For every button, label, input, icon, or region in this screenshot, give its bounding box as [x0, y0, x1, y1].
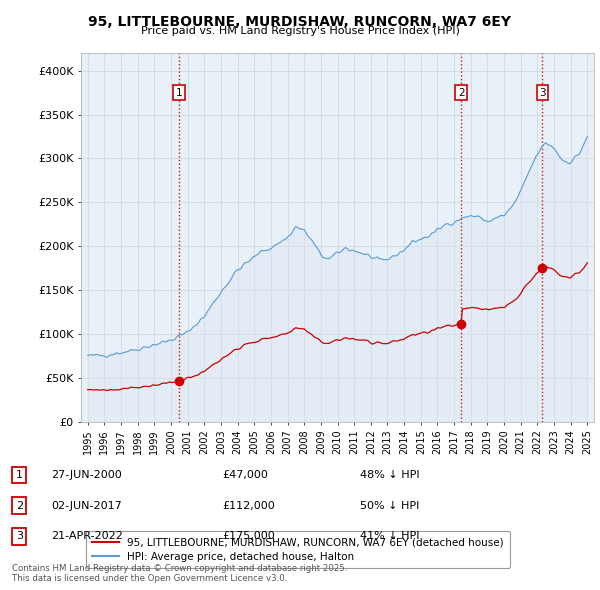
Text: 1: 1: [16, 470, 23, 480]
Text: £175,000: £175,000: [222, 532, 275, 541]
Text: 21-APR-2022: 21-APR-2022: [51, 532, 123, 541]
Text: 3: 3: [16, 532, 23, 541]
Text: 3: 3: [539, 87, 546, 97]
Text: 41% ↓ HPI: 41% ↓ HPI: [360, 532, 419, 541]
Text: £112,000: £112,000: [222, 501, 275, 510]
Text: 2: 2: [16, 501, 23, 510]
Text: Contains HM Land Registry data © Crown copyright and database right 2025.
This d: Contains HM Land Registry data © Crown c…: [12, 563, 347, 583]
Text: 95, LITTLEBOURNE, MURDISHAW, RUNCORN, WA7 6EY: 95, LITTLEBOURNE, MURDISHAW, RUNCORN, WA…: [89, 15, 511, 29]
Text: 27-JUN-2000: 27-JUN-2000: [51, 470, 122, 480]
Text: 2: 2: [458, 87, 464, 97]
Text: £47,000: £47,000: [222, 470, 268, 480]
Text: Price paid vs. HM Land Registry's House Price Index (HPI): Price paid vs. HM Land Registry's House …: [140, 26, 460, 36]
Legend: 95, LITTLEBOURNE, MURDISHAW, RUNCORN, WA7 6EY (detached house), HPI: Average pri: 95, LITTLEBOURNE, MURDISHAW, RUNCORN, WA…: [86, 531, 510, 568]
Text: 02-JUN-2017: 02-JUN-2017: [51, 501, 122, 510]
Text: 1: 1: [176, 87, 182, 97]
Text: 48% ↓ HPI: 48% ↓ HPI: [360, 470, 419, 480]
Text: 50% ↓ HPI: 50% ↓ HPI: [360, 501, 419, 510]
